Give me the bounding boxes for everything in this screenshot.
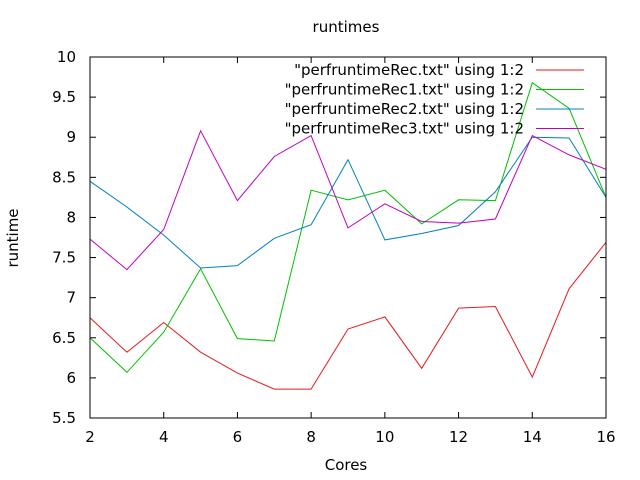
- legend-label-1: "perfruntimeRec.txt" using 1:2: [294, 61, 524, 79]
- series-line-1: [89, 241, 607, 390]
- y-tick-label: 5.5: [52, 409, 76, 427]
- x-tick-label: 16: [596, 428, 615, 446]
- x-axis-label: Cores: [325, 456, 368, 474]
- legend-label-3: "perfruntimeRec2.txt" using 1:2: [285, 100, 524, 118]
- y-axis-label: runtime: [4, 208, 22, 267]
- series-layer: [89, 81, 607, 390]
- y-tick-label: 6: [66, 369, 76, 387]
- y-tick-label: 8.5: [52, 168, 76, 186]
- y-tick-label: 8: [66, 208, 76, 226]
- x-tick-label: 6: [233, 428, 243, 446]
- y-tick-label: 6.5: [52, 329, 76, 347]
- series-line-2: [89, 81, 607, 374]
- x-tick-label: 2: [85, 428, 95, 446]
- axis-ticks: 2 4 6 8 10 12 14 16 5.5 6 6.5 7 7.5 8 8.5 9 9.5 10: [52, 48, 615, 446]
- y-tick-label: 9.5: [52, 88, 76, 106]
- x-tick-label: 10: [375, 428, 394, 446]
- x-tick-label: 4: [159, 428, 169, 446]
- y-tick-label: 10: [57, 48, 76, 66]
- x-tick-label: 8: [306, 428, 316, 446]
- y-tick-label: 9: [66, 128, 76, 146]
- x-tick-label: 12: [449, 428, 468, 446]
- legend: "perfruntimeRec.txt" using 1:2 "perfrunti…: [285, 61, 584, 138]
- plot-frame: [89, 56, 607, 419]
- chart-title: runtimes: [313, 18, 380, 36]
- y-tick-label: 7.5: [52, 249, 76, 267]
- legend-label-4: "perfruntimeRec3.txt" using 1:2: [285, 120, 524, 138]
- series-line-3: [89, 136, 607, 269]
- x-tick-label: 14: [523, 428, 542, 446]
- y-tick-label: 7: [66, 289, 76, 307]
- legend-label-2: "perfruntimeRec1.txt" using 1:2: [285, 81, 524, 99]
- series-line-4: [89, 129, 607, 271]
